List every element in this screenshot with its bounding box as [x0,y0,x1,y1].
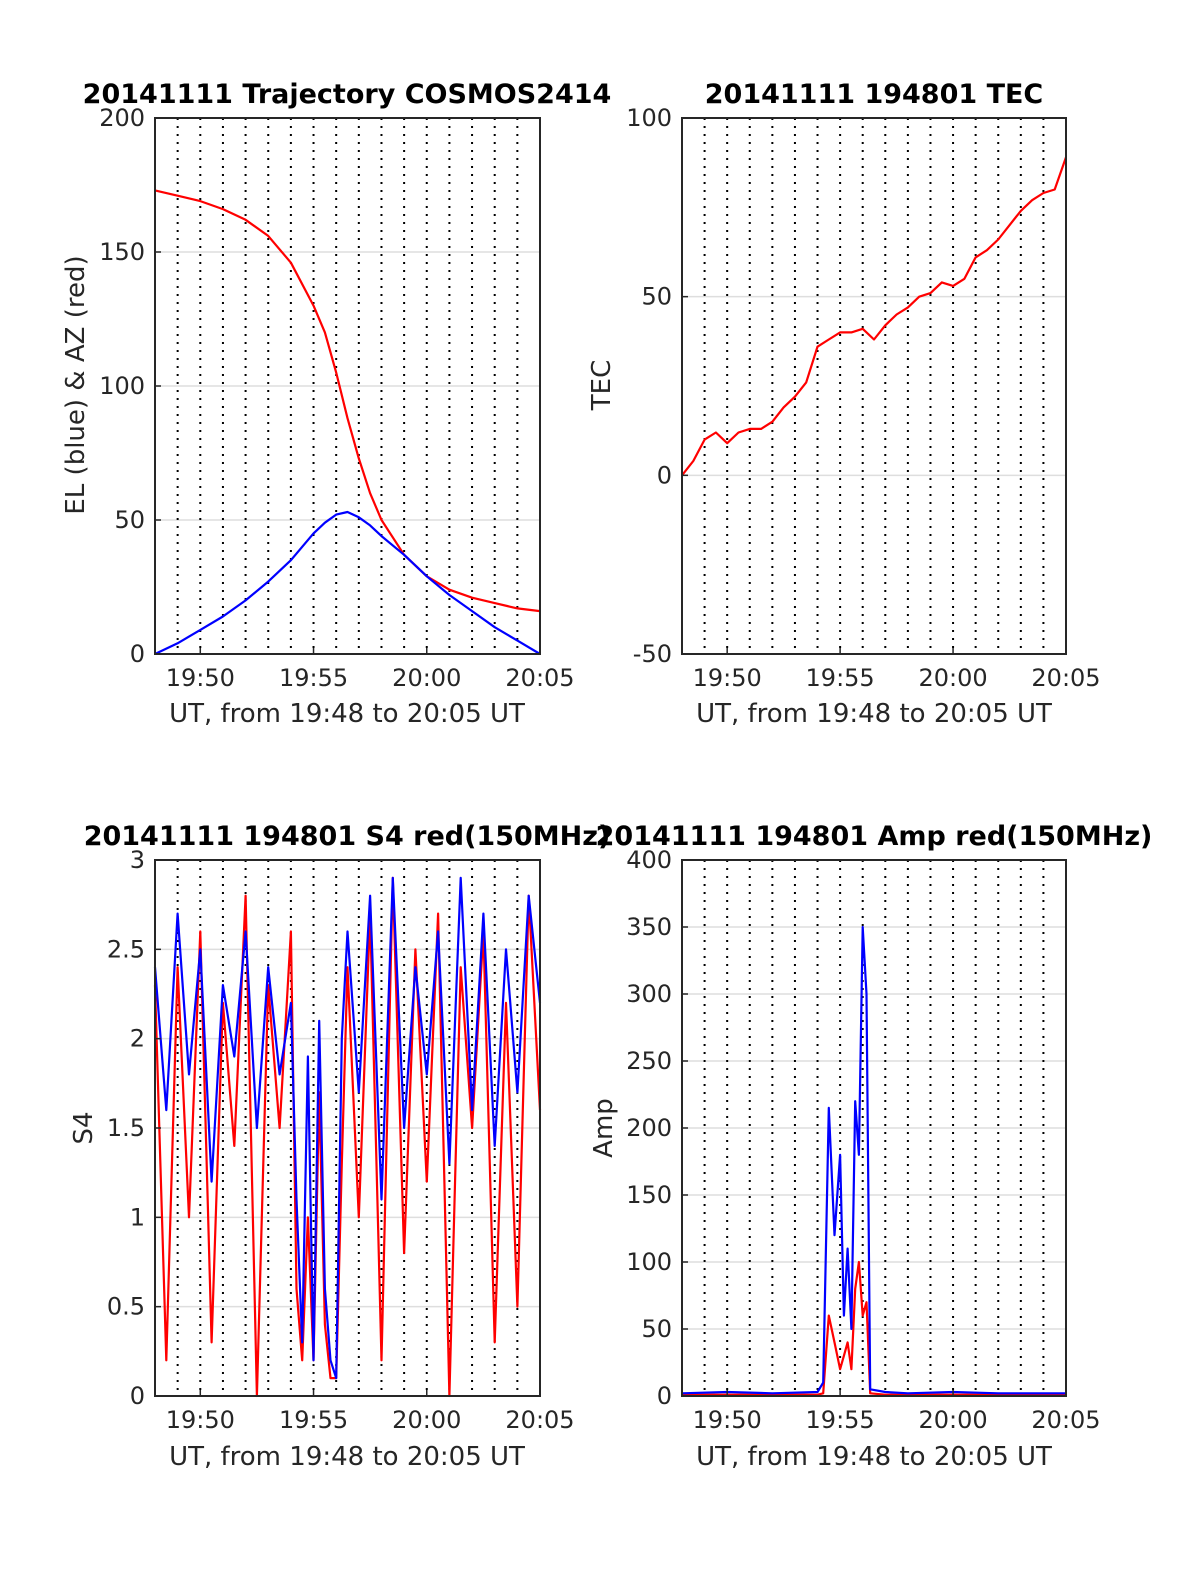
trajectory-y-tick-label: 200 [99,104,145,132]
amp-y-tick-label: 300 [626,980,672,1008]
amp-title: 20141111 194801 Amp red(150MHz) [596,821,1153,852]
amp-y-tick-label: 250 [626,1047,672,1075]
tec-x-tick-label: 19:55 [806,664,875,692]
amp-y-tick-label: 100 [626,1248,672,1276]
tec-y-label: TEC [587,360,617,411]
trajectory-series-red-line [154,189,541,613]
s4-x-tick-label: 19:55 [279,1406,348,1434]
amp-y-label: Amp [589,1098,619,1158]
amp-panel: 20141111 194801 Amp red(150MHz) 0 50 100 15… [589,821,1152,1472]
amp-x-tick-label: 20:00 [918,1406,987,1434]
trajectory-x-tick-label: 19:55 [279,664,348,692]
amp-y-tick-label: 0 [657,1382,672,1410]
trajectory-y-tick-label: 100 [99,372,145,400]
trajectory-x-tick-label: 20:05 [505,664,574,692]
tec-x-tick-label: 19:50 [693,664,762,692]
trajectory-y-tick-label: 50 [114,506,145,534]
trajectory-x-label: UT, from 19:48 to 20:05 UT [169,699,525,729]
amp-x-tick-label: 19:55 [806,1406,875,1434]
s4-x-tick-label: 20:00 [392,1406,461,1434]
s4-x-tick-label: 20:05 [505,1406,574,1434]
tec-axes-frame [681,117,1067,655]
s4-x-tick-label: 19:50 [166,1406,235,1434]
tec-y-tick-label: 100 [626,104,672,132]
tec-y-tick-label: 50 [641,283,672,311]
s4-x-label: UT, from 19:48 to 20:05 UT [169,1442,525,1472]
tec-y-tick-label: 0 [657,461,672,489]
s4-y-tick-label: 2 [130,1025,145,1053]
trajectory-series-blue-line [154,510,541,655]
s4-y-tick-label: 2.5 [107,935,145,963]
trajectory-y-tick-label: 0 [130,640,145,668]
s4-series-blue-line [153,876,542,1380]
trajectory-y-tick-label: 150 [99,238,145,266]
s4-y-tick-label: 3 [130,846,145,874]
amp-y-tick-label: 150 [626,1181,672,1209]
amp-y-tick-label: 200 [626,1114,672,1142]
amp-x-tick-label: 19:50 [693,1406,762,1434]
s4-y-tick-label: 0.5 [107,1293,145,1321]
amp-series-red-line [682,1260,1066,1396]
trajectory-x-tick-label: 19:50 [166,664,235,692]
tec-x-tick-label: 20:00 [918,664,987,692]
trajectory-title: 20141111 Trajectory COSMOS2414 [83,79,612,110]
tec-x-tick-label: 20:05 [1031,664,1100,692]
amp-y-tick-label: 400 [626,846,672,874]
s4-title: 20141111 194801 S4 red(150MHz) [84,821,611,852]
tec-title: 20141111 194801 TEC [705,79,1044,110]
s4-series-red-line [153,876,542,1398]
trajectory-x-tick-label: 20:00 [392,664,461,692]
s4-y-label: S4 [69,1111,99,1144]
amp-x-label: UT, from 19:48 to 20:05 UT [696,1442,1052,1472]
amp-y-tick-label: 50 [641,1315,672,1343]
tec-panel: 20141111 194801 TEC -50 0 50 100 19:50 19:55… [587,79,1101,729]
s4-y-tick-label: 1.5 [107,1114,145,1142]
s4-y-tick-label: 0 [130,1382,145,1410]
tec-x-label: UT, from 19:48 to 20:05 UT [696,699,1052,729]
amp-y-tick-label: 350 [626,913,672,941]
trajectory-y-label: EL (blue) & AZ (red) [61,255,91,514]
s4-y-tick-label: 1 [130,1203,145,1231]
trajectory-panel: 20141111 Trajectory COSMOS2414 0 50 100 150… [61,79,611,729]
s4-panel: 20141111 194801 S4 red(150MHz) 0 0.5 1 1.5 2… [69,821,610,1472]
amp-series-blue-line [681,925,1066,1395]
amp-x-tick-label: 20:05 [1031,1406,1100,1434]
tec-series-red-line [681,156,1068,476]
tec-y-tick-label: -50 [633,640,672,668]
